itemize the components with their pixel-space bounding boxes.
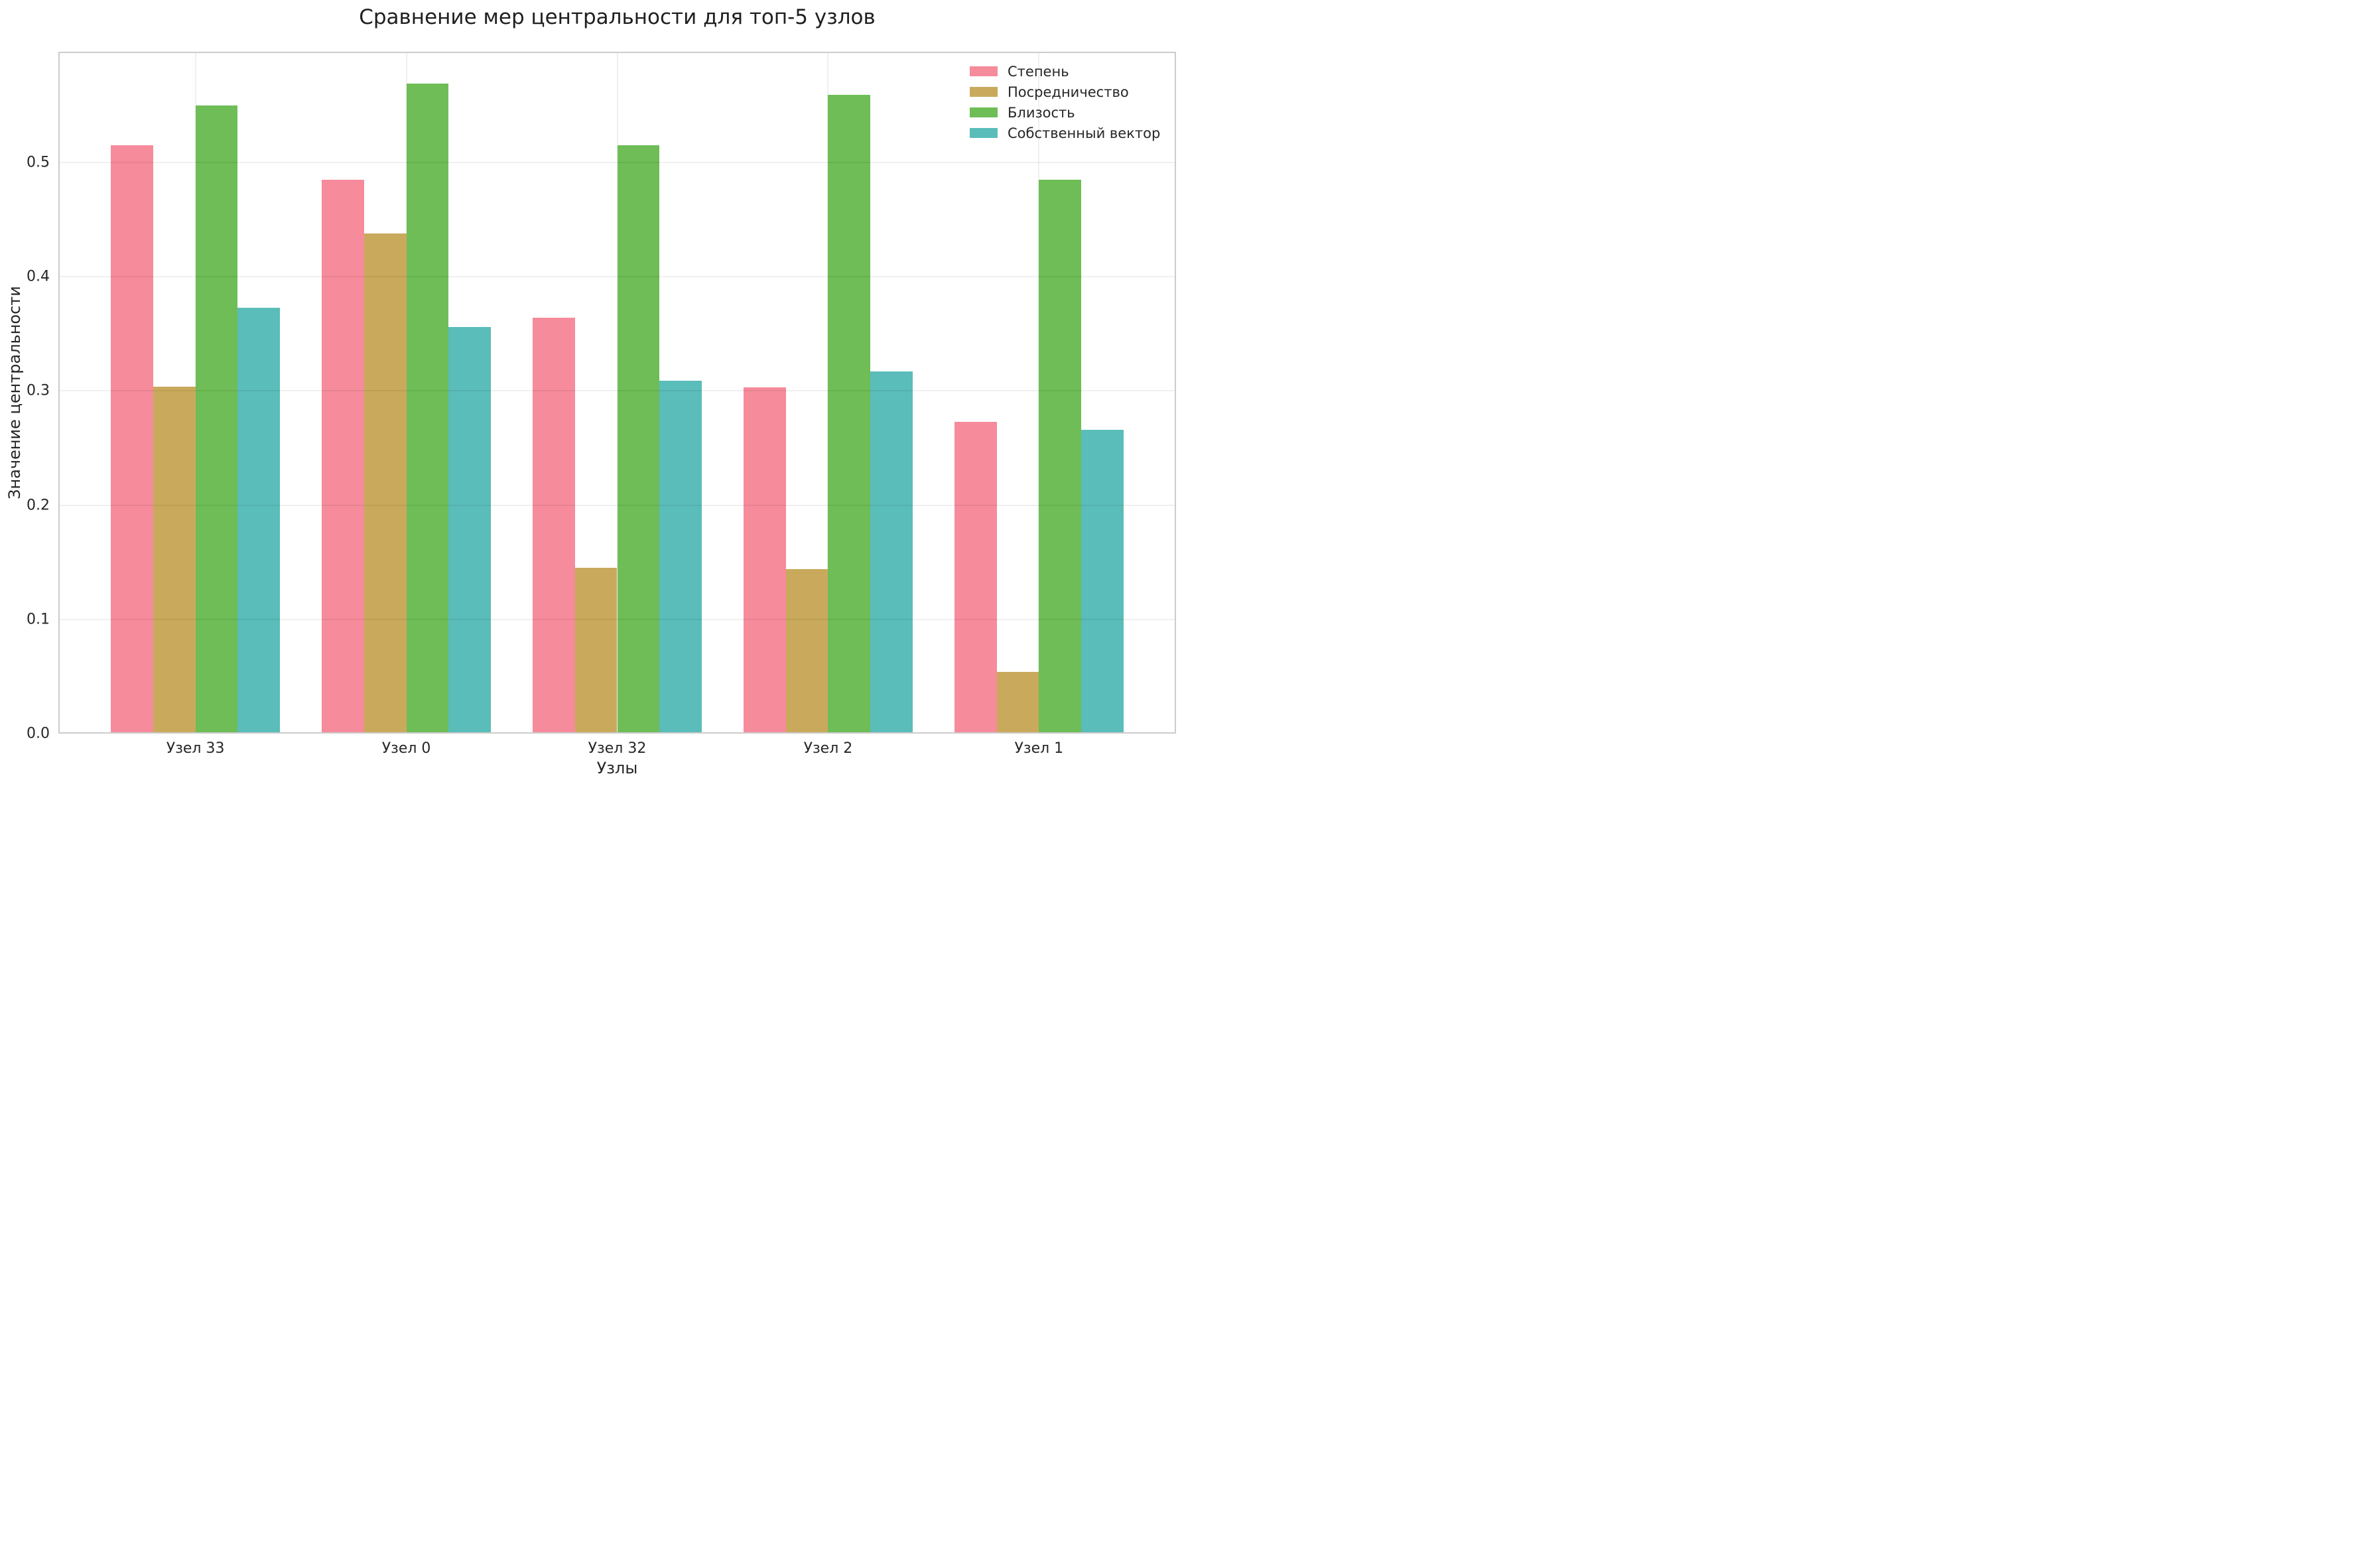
bar <box>322 179 364 734</box>
bar <box>363 233 407 734</box>
x-tick-label: Узел 32 <box>588 740 647 757</box>
legend-item: Посредничество <box>970 84 1160 100</box>
y-axis-label: Значение центральности <box>5 286 24 499</box>
x-tick-label: Узел 33 <box>166 740 225 757</box>
legend-label: Близость <box>1008 104 1075 121</box>
figure: Сравнение мер центральности для топ-5 уз… <box>0 0 1182 784</box>
x-tick-label: Узел 2 <box>803 740 853 757</box>
legend-swatch <box>970 66 998 76</box>
gridline-horizontal <box>58 504 1176 506</box>
y-tick-label: 0.5 <box>27 154 50 171</box>
bar <box>828 95 870 734</box>
bar <box>870 371 913 734</box>
legend-swatch <box>970 128 998 138</box>
legend-item: Близость <box>970 104 1160 121</box>
gridline-horizontal <box>58 618 1176 620</box>
bar <box>574 568 618 734</box>
legend-label: Степень <box>1008 63 1069 80</box>
y-tick-label: 0.3 <box>27 382 50 399</box>
plot-area: Степень Посредничество Близость Собственный… <box>27 52 1176 757</box>
bar <box>617 145 660 734</box>
x-tick-label: Узел 1 <box>1014 740 1064 757</box>
gridline-horizontal <box>58 276 1176 278</box>
legend: Степень Посредничество Близость Собственный… <box>970 63 1160 141</box>
y-tick-label: 0.2 <box>27 497 50 514</box>
y-tick-label: 0.1 <box>27 611 50 628</box>
legend-item: Степень <box>970 63 1160 80</box>
bar <box>448 326 491 734</box>
bar <box>533 318 575 734</box>
legend-label: Посредничество <box>1008 84 1129 100</box>
legend-item: Собственный вектор <box>970 125 1160 141</box>
y-tick-label: 0.4 <box>27 268 50 285</box>
x-axis-label: Узлы <box>596 759 638 777</box>
legend-swatch <box>970 87 998 97</box>
legend-label: Собственный вектор <box>1008 125 1161 141</box>
legend-swatch <box>970 107 998 117</box>
bar <box>195 105 238 734</box>
chart-title: Сравнение мер центральности для топ-5 уз… <box>359 5 876 29</box>
bar <box>785 569 828 734</box>
bar <box>111 145 154 734</box>
bar <box>1081 429 1124 734</box>
gridline-horizontal <box>58 162 1176 164</box>
bar <box>237 307 280 734</box>
y-tick-label: 0.0 <box>27 725 50 742</box>
bar <box>153 386 196 734</box>
bar <box>996 672 1039 734</box>
x-tick-label: Узел 0 <box>381 740 431 757</box>
bar <box>659 380 702 734</box>
bar <box>406 84 449 734</box>
bar <box>744 387 786 734</box>
gridline-horizontal <box>58 390 1176 392</box>
bar <box>1039 179 1081 734</box>
bar <box>954 421 997 734</box>
